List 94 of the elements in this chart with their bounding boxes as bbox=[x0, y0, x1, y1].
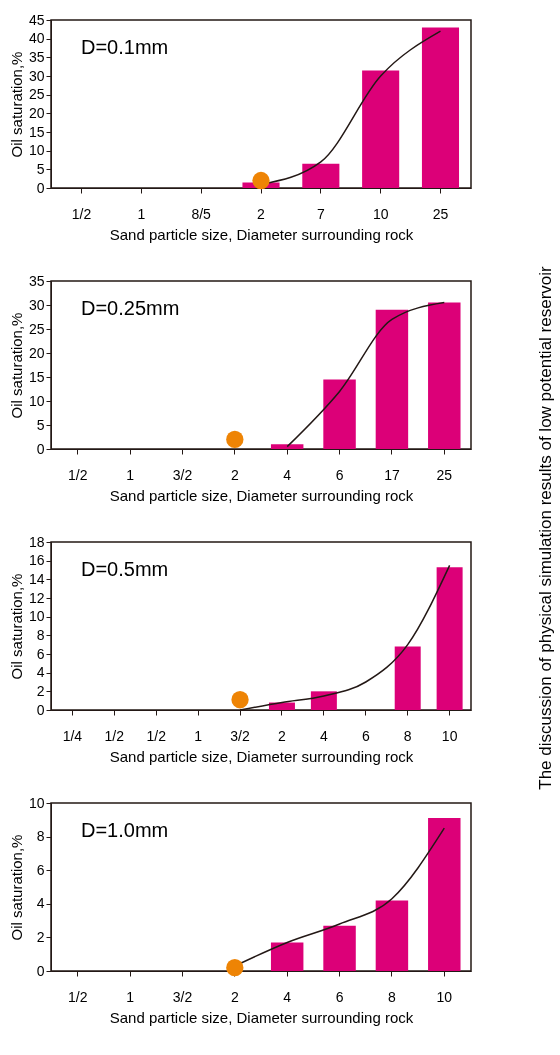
text: The discussion of physical simulation results of low potential reservoir bbox=[536, 265, 556, 790]
y-tick-label: 4 bbox=[36, 895, 45, 912]
y-tick-label: 15 bbox=[28, 368, 45, 385]
x-tick-label: 2 bbox=[230, 466, 239, 483]
y-tick-label: 0 bbox=[36, 440, 45, 457]
y-axis-title: Oil saturation,% bbox=[7, 573, 25, 680]
x-tick-label: 1/4 bbox=[62, 727, 83, 744]
bar bbox=[323, 379, 356, 449]
bar bbox=[310, 691, 337, 710]
x-tick-label: 10 bbox=[436, 988, 453, 1005]
y-tick-label: 35 bbox=[28, 48, 45, 65]
bar bbox=[375, 900, 409, 971]
annotation: D=0.5mm bbox=[81, 558, 169, 580]
y-tick-label: 25 bbox=[28, 86, 45, 103]
bar bbox=[375, 309, 409, 449]
bar bbox=[394, 646, 421, 710]
x-tick-label: 1 bbox=[137, 205, 146, 222]
y-tick-label: 35 bbox=[28, 272, 45, 289]
y-tick-label: 4 bbox=[36, 664, 45, 681]
y-tick-label: 5 bbox=[36, 416, 45, 433]
x-tick-label: 6 bbox=[335, 988, 344, 1005]
x-tick-label: 1/2 bbox=[67, 466, 88, 483]
x-tick-label: 4 bbox=[283, 988, 292, 1005]
y-tick-label: 10 bbox=[28, 142, 45, 159]
x-tick-label: 10 bbox=[372, 205, 389, 222]
y-tick-label: 30 bbox=[28, 296, 45, 313]
bar bbox=[323, 925, 356, 971]
x-tick-label: 8/5 bbox=[191, 205, 212, 222]
x-tick-label: 1 bbox=[126, 466, 135, 483]
y-tick-label: 8 bbox=[36, 828, 45, 845]
y-tick-label: 30 bbox=[28, 67, 45, 84]
bar bbox=[428, 302, 461, 449]
x-tick-label: 1/2 bbox=[146, 727, 167, 744]
bar bbox=[436, 567, 463, 710]
x-tick-label: 1 bbox=[194, 727, 203, 744]
x-tick-label: 1/2 bbox=[67, 988, 88, 1005]
annotation: D=0.1mm bbox=[81, 36, 169, 58]
bar bbox=[270, 444, 304, 449]
x-tick-label: 1 bbox=[126, 988, 135, 1005]
x-axis-title: Sand particle size, Diameter surrounding rock bbox=[109, 1008, 414, 1026]
y-tick-label: 10 bbox=[28, 794, 45, 811]
y-tick-label: 45 bbox=[28, 11, 45, 28]
x-axis-title: Sand particle size, Diameter surrounding rock bbox=[109, 486, 414, 504]
y-tick-label: 5 bbox=[36, 160, 45, 177]
y-tick-label: 6 bbox=[36, 645, 45, 662]
x-tick-label: 25 bbox=[436, 466, 453, 483]
x-tick-label: 4 bbox=[319, 727, 328, 744]
x-tick-label: 2 bbox=[257, 205, 266, 222]
y-tick-label: 6 bbox=[36, 861, 45, 878]
x-tick-label: 6 bbox=[335, 466, 344, 483]
x-axis-title: Sand particle size, Diameter surrounding rock bbox=[109, 747, 414, 765]
x-tick-label: 8 bbox=[388, 988, 397, 1005]
y-tick-label: 25 bbox=[28, 320, 45, 337]
x-axis-title: Sand particle size, Diameter surrounding rock bbox=[109, 225, 414, 243]
x-tick-label: 6 bbox=[361, 727, 370, 744]
x-tick-label: 3/2 bbox=[172, 988, 193, 1005]
x-tick-label: 4 bbox=[283, 466, 292, 483]
x-tick-label: 25 bbox=[432, 205, 449, 222]
y-tick-label: 16 bbox=[28, 552, 45, 569]
y-axis-title: Oil saturation,% bbox=[7, 834, 25, 941]
x-tick-label: 3/2 bbox=[172, 466, 193, 483]
annotation: D=0.25mm bbox=[81, 297, 180, 319]
y-tick-label: 0 bbox=[36, 962, 45, 979]
x-tick-label: 1/2 bbox=[104, 727, 125, 744]
y-axis-title: Oil saturation,% bbox=[7, 51, 25, 158]
y-tick-label: 2 bbox=[36, 928, 45, 945]
y-tick-label: 8 bbox=[36, 626, 45, 643]
y-tick-label: 12 bbox=[28, 589, 45, 606]
x-tick-label: 8 bbox=[403, 727, 412, 744]
bar bbox=[302, 163, 340, 188]
y-tick-label: 14 bbox=[28, 570, 45, 587]
bar bbox=[270, 942, 304, 971]
x-tick-label: 2 bbox=[278, 727, 287, 744]
y-tick-label: 2 bbox=[36, 682, 45, 699]
y-tick-label: 15 bbox=[28, 123, 45, 140]
bar bbox=[362, 70, 400, 188]
x-tick-label: 3/2 bbox=[230, 727, 250, 744]
x-tick-label: 10 bbox=[441, 727, 458, 744]
x-tick-label: 17 bbox=[384, 466, 400, 483]
y-tick-label: 20 bbox=[28, 344, 45, 361]
x-tick-label: 1/2 bbox=[71, 205, 92, 222]
y-axis-title: Oil saturation,% bbox=[7, 312, 25, 419]
bar bbox=[428, 818, 461, 971]
x-tick-label: 7 bbox=[316, 205, 325, 222]
y-tick-label: 0 bbox=[36, 179, 45, 196]
y-tick-label: 18 bbox=[28, 533, 45, 550]
annotation: D=1.0mm bbox=[81, 819, 169, 841]
y-tick-label: 20 bbox=[28, 104, 45, 121]
y-tick-label: 40 bbox=[28, 30, 45, 47]
bar bbox=[421, 27, 460, 188]
y-tick-label: 10 bbox=[28, 608, 45, 625]
x-tick-label: 2 bbox=[230, 988, 239, 1005]
y-tick-label: 0 bbox=[36, 701, 45, 718]
y-tick-label: 10 bbox=[28, 392, 45, 409]
